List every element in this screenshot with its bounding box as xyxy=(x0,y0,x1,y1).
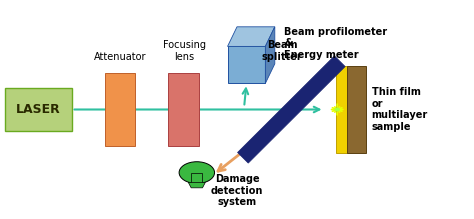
FancyBboxPatch shape xyxy=(346,66,365,153)
Polygon shape xyxy=(237,56,345,163)
Polygon shape xyxy=(188,182,205,188)
Text: Thin film
or
multilayer
sample: Thin film or multilayer sample xyxy=(372,87,428,132)
Ellipse shape xyxy=(179,162,215,184)
Text: Beam
splitter: Beam splitter xyxy=(262,40,302,62)
FancyBboxPatch shape xyxy=(336,66,346,153)
Polygon shape xyxy=(191,173,202,184)
FancyBboxPatch shape xyxy=(5,88,72,131)
Text: Attenuator: Attenuator xyxy=(94,52,146,62)
Text: Beam profilometer
&
Energy meter: Beam profilometer & Energy meter xyxy=(284,27,387,60)
FancyBboxPatch shape xyxy=(228,46,265,83)
FancyBboxPatch shape xyxy=(168,72,199,147)
Ellipse shape xyxy=(334,108,340,111)
FancyBboxPatch shape xyxy=(105,72,136,147)
Polygon shape xyxy=(265,27,275,83)
Text: Damage
detection
system: Damage detection system xyxy=(211,174,263,207)
Polygon shape xyxy=(228,27,275,46)
Text: Focusing
lens: Focusing lens xyxy=(163,40,206,62)
Text: LASER: LASER xyxy=(16,103,61,116)
